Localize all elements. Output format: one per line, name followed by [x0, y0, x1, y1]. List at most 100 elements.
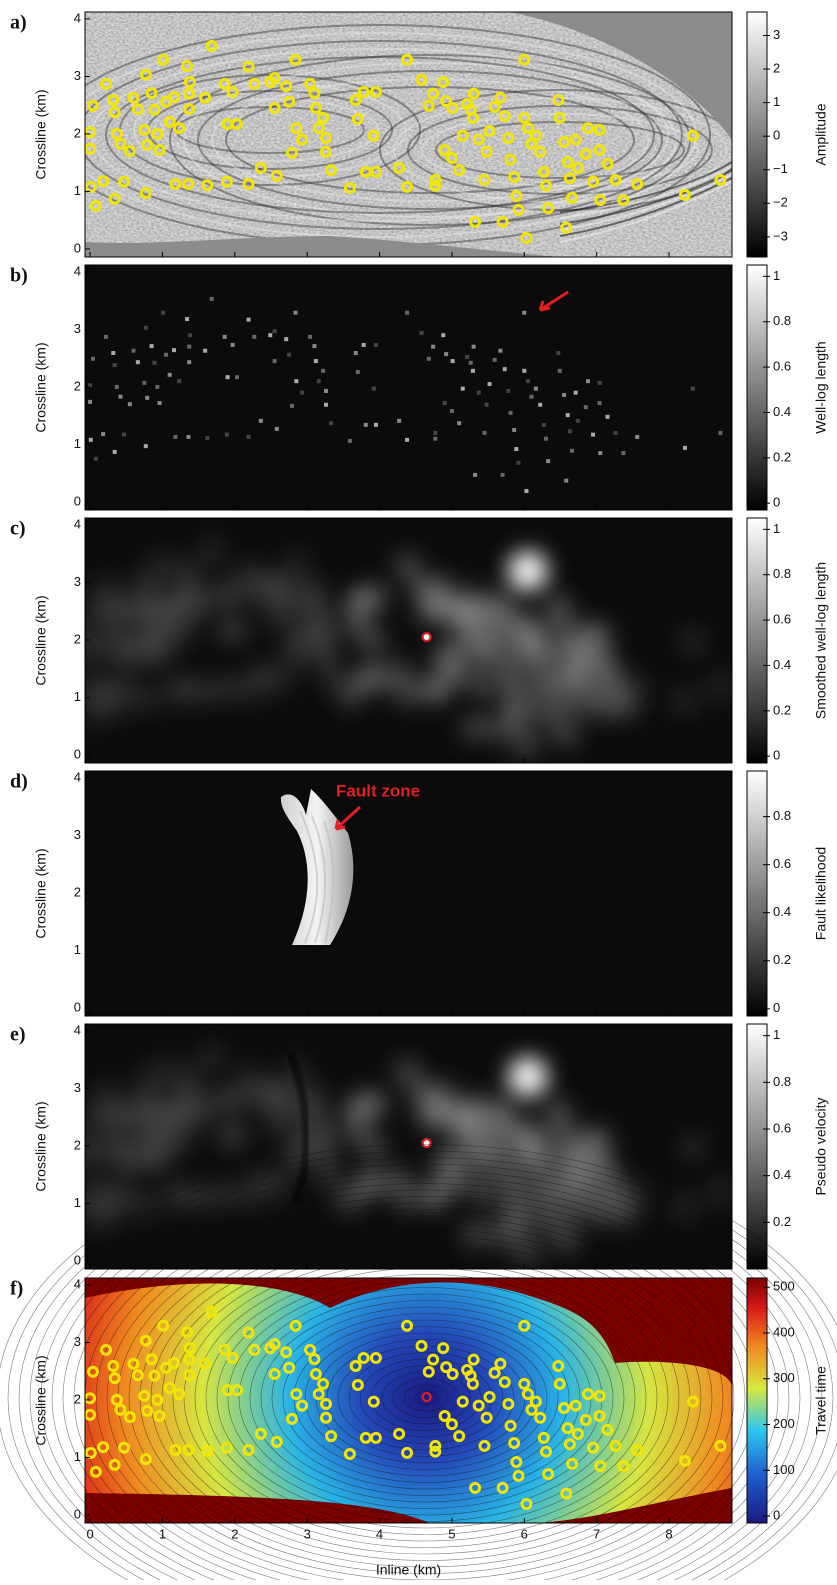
- well-log-cell: [290, 404, 294, 408]
- blob: [623, 676, 651, 704]
- well-log-cell: [354, 351, 358, 355]
- well-log-cell: [91, 357, 95, 361]
- colorbar-tick-label: 0.4: [773, 657, 791, 672]
- blob: [552, 720, 580, 748]
- colorbar-tick-label: 1: [773, 94, 780, 109]
- well-log-cell: [613, 431, 617, 435]
- well-log-cell: [556, 351, 560, 355]
- well-log-cell: [205, 436, 209, 440]
- y-tick-label: 2: [74, 1391, 81, 1406]
- source: [423, 1139, 431, 1147]
- blob: [198, 1044, 226, 1072]
- well-log-cell: [461, 387, 465, 391]
- well-log-cell: [718, 431, 722, 435]
- well-log-cell: [88, 400, 92, 404]
- well-log-cell: [574, 391, 578, 395]
- well-log-cell: [321, 369, 325, 373]
- well-log-cell: [356, 370, 360, 374]
- blob: [706, 1178, 734, 1206]
- colorbar-tick-label: 3: [773, 27, 780, 42]
- y-tick-label: 4: [74, 1022, 81, 1037]
- colorbar-tick-label: 0.8: [773, 566, 791, 581]
- well-log-cell: [420, 331, 424, 335]
- well-log-cell: [606, 415, 610, 419]
- well-log-cell: [324, 389, 328, 393]
- y-tick-label: 0: [74, 1506, 81, 1521]
- blob: [146, 642, 174, 670]
- well-log-cell: [405, 438, 409, 442]
- y-tick-label: 2: [74, 378, 81, 393]
- blob: [393, 679, 421, 707]
- well-log-cell: [161, 311, 165, 315]
- well-log-cell: [586, 379, 590, 383]
- colorbar-label: Fault likelihood: [813, 847, 829, 940]
- panel-label: a): [10, 12, 27, 34]
- background: [85, 771, 732, 1016]
- well-log-cell: [128, 402, 132, 406]
- well-log-cell: [294, 379, 298, 383]
- panel: [76, 1024, 734, 1269]
- well-log-cell: [164, 353, 168, 357]
- blob: [198, 538, 226, 566]
- well-log-cell: [635, 435, 639, 439]
- well-log-cell: [570, 449, 574, 453]
- annotation: Fault zone: [336, 781, 420, 800]
- well-log-cell: [144, 444, 148, 448]
- blob: [671, 687, 699, 715]
- well-log-cell: [591, 433, 595, 437]
- y-axis-label: Crossline (km): [33, 848, 49, 938]
- well-log-cell: [300, 391, 304, 395]
- y-tick-label: 0: [74, 1252, 81, 1267]
- colorbar-tick-label: 300: [773, 1370, 795, 1385]
- colorbar: [747, 1278, 767, 1523]
- well-log-cell: [155, 385, 159, 389]
- well-log-cell: [450, 409, 454, 413]
- colorbar-tick-label: 0: [773, 748, 780, 763]
- panel-label: c): [10, 518, 26, 540]
- y-tick-label: 0: [74, 240, 81, 255]
- source: [423, 633, 431, 641]
- blob: [679, 1134, 707, 1162]
- panel: [50, 12, 740, 257]
- colorbar-label: Smoothed well-log length: [813, 562, 829, 719]
- blob: [132, 685, 160, 713]
- well-log-cell: [111, 351, 115, 355]
- well-log-cell: [118, 395, 122, 399]
- colorbar-tick-label: 0.4: [773, 404, 791, 419]
- well-log-cell: [168, 373, 172, 377]
- well-log-cell: [136, 360, 140, 364]
- well-log-cell: [252, 335, 256, 339]
- colorbar-tick-label: −2: [773, 195, 788, 210]
- well-log-cell: [131, 349, 135, 353]
- well-log-cell: [185, 317, 189, 321]
- colorbar-tick-label: 400: [773, 1324, 795, 1339]
- y-tick-label: 3: [74, 321, 81, 336]
- y-tick-label: 4: [74, 516, 81, 531]
- colorbar: [747, 12, 767, 257]
- well-log-cell: [564, 479, 568, 483]
- colorbar-label: Travel time: [813, 1366, 829, 1435]
- colorbar-label: Pseudo velocity: [813, 1097, 829, 1195]
- well-log-cell: [526, 379, 530, 383]
- well-log-cell: [268, 333, 272, 337]
- y-axis-label: Crossline (km): [33, 89, 49, 179]
- panel-label: f): [10, 1278, 23, 1300]
- colorbar-tick-label: −3: [773, 228, 788, 243]
- well-log-cell: [568, 429, 572, 433]
- blob: [508, 551, 548, 591]
- y-axis-label: Crossline (km): [33, 595, 49, 685]
- colorbar-tick-label: 0.4: [773, 904, 791, 919]
- well-log-cell: [544, 437, 548, 441]
- well-log-cell: [517, 461, 521, 465]
- well-log-cell: [584, 405, 588, 409]
- well-log-cell: [177, 379, 181, 383]
- colorbar-tick-label: 0.6: [773, 856, 791, 871]
- blob: [421, 1184, 449, 1212]
- well-log-cell: [273, 359, 277, 363]
- well-log-cell: [691, 387, 695, 391]
- colorbar: [747, 265, 767, 510]
- well-log-cell: [210, 297, 214, 301]
- well-log-cell: [488, 382, 492, 386]
- y-tick-label: 1: [74, 183, 81, 198]
- colorbar-tick-label: 2: [773, 60, 780, 75]
